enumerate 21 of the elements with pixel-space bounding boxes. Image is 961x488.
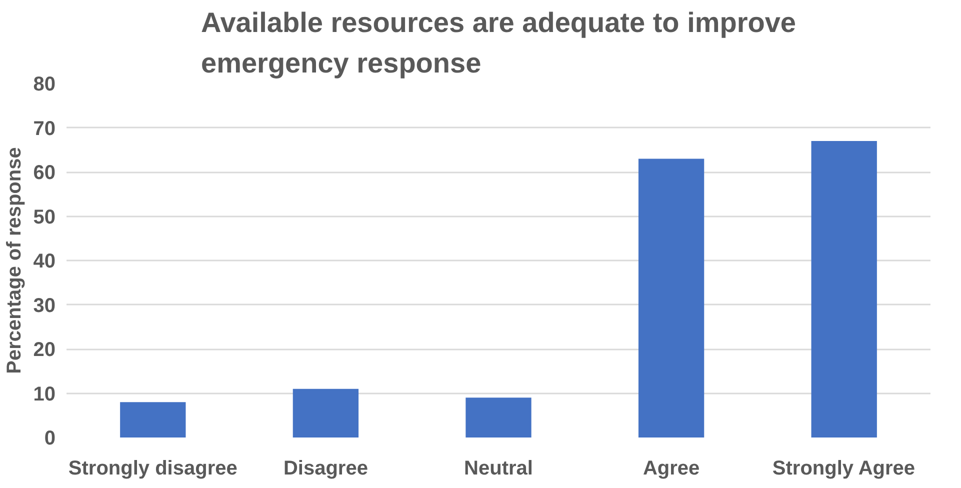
bar — [811, 141, 877, 438]
chart-title: Available resources are adequate to improve emergency response — [201, 7, 796, 78]
y-tick-label: 0 — [44, 428, 56, 450]
y-tick-label: 50 — [33, 206, 56, 228]
x-tick-label: Neutral — [464, 458, 533, 480]
y-tick-label: 40 — [33, 250, 56, 272]
bar — [466, 398, 532, 438]
y-tick-label: 10 — [33, 383, 56, 406]
x-tick-label: Strongly disagree — [68, 458, 238, 480]
y-tick-label: 20 — [33, 339, 56, 361]
y-tick-label: 30 — [33, 294, 56, 317]
bar — [638, 158, 704, 438]
y-axis-title: Percentage of response — [3, 147, 26, 374]
x-tick-label: Disagree — [283, 458, 368, 480]
y-tick-label: 60 — [33, 162, 56, 184]
bar — [292, 388, 359, 438]
y-tick-label: 70 — [33, 118, 56, 140]
x-tick-label: Agree — [642, 458, 700, 480]
bar — [120, 402, 186, 438]
x-tick-label: Strongly Agree — [772, 458, 916, 480]
y-tick-label: 80 — [33, 74, 56, 96]
